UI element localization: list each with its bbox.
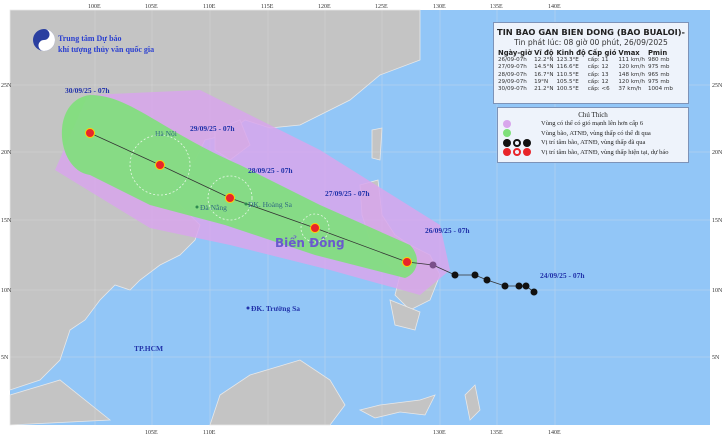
lat-tick: 20N (712, 150, 722, 156)
place-ha-noi: Hà Nội (155, 129, 177, 138)
past-storm-icon (530, 288, 538, 296)
purple-circle-icon (503, 119, 511, 128)
low-icon (523, 148, 531, 157)
forecast-storm-icon (155, 160, 165, 170)
legend-item: Vùng bão, ATNĐ, vùng thấp có thể đi qua (498, 129, 688, 139)
lon-tick: 135E (490, 430, 503, 436)
place-da-nang: Đà Nẵng (200, 203, 227, 212)
lon-tick: 115E (261, 4, 274, 10)
past-storm-icon (471, 271, 479, 279)
place-hoang-sa: ĐK. Hoàng Sa (248, 200, 293, 209)
lat-tick: 25N (1, 83, 12, 89)
lon-tick: 135E (490, 4, 503, 10)
table-row: 30/09-07h 21.2°N 100.5°E cấp: <6 37 km/h 1004… (498, 86, 673, 93)
table-row: 27/09-07h 14.5°N 116.6°E cấp: 12 120 km/h 975… (498, 64, 670, 71)
sea-label: Biển Đông (275, 235, 345, 250)
past-storm-icon (522, 282, 530, 290)
lat-tick: 15N (712, 218, 722, 224)
current-storm-icon (402, 257, 412, 267)
table-row: 26/09-07h 12.2°N 123.3°E cấp: 11 111 km/h 980… (498, 57, 670, 63)
depression-icon (513, 148, 521, 157)
lat-tick: 25N (712, 83, 722, 89)
time-label: 28/09/25 - 07h (248, 166, 293, 175)
bulletin-box: TIN BAO GAN BIEN DONG (BAO BUALOI)- Tin … (493, 22, 689, 104)
time-label: 26/09/25 - 07h (425, 226, 470, 235)
storm-icon (503, 138, 511, 147)
storm-icon (503, 148, 511, 157)
lon-tick: 130E (433, 4, 446, 10)
lat-tick: 20N (1, 150, 12, 156)
legend-box: Chú Thích Vùng có thể có gió mạnh lên hơ… (497, 107, 689, 163)
table-row: 29/09-07h 19°N 105.5°E cấp: 12 120 km/h 975 m… (498, 78, 670, 85)
forecast-storm-icon (310, 223, 320, 233)
legend-item: Vùng có thể có gió mạnh lên hơn cấp 6 (498, 119, 688, 129)
table-row: 28/09-07h 16.7°N 110.5°E cấp: 13 148 km/h 965… (498, 71, 670, 78)
lon-tick: 110E (203, 430, 216, 436)
forecast-low-icon (85, 128, 95, 138)
lon-tick: 110E (203, 4, 216, 10)
lon-tick: 105E (145, 430, 158, 436)
agency-logo (33, 29, 55, 51)
time-label: 30/09/25 - 07h (65, 86, 110, 95)
bulletin-title: TIN BAO GAN BIEN DONG (BAO BUALOI)- (497, 27, 685, 37)
lat-tick: 5N (712, 355, 720, 361)
legend-title: Chú Thích (578, 111, 608, 119)
place-tphcm: TP.HCM (134, 344, 163, 353)
bulletin-issued: Tin phát lúc: 08 giờ 00 phút, 26/09/2025 (514, 38, 668, 47)
past-positions (429, 261, 538, 296)
lon-tick: 140E (548, 430, 561, 436)
legend-item: Vị trí tâm bão, ATNĐ, vùng thấp hiện tại… (498, 148, 688, 158)
place-truong-sa: ĐK. Trường Sa (251, 304, 300, 313)
legend-item: Vị trí tâm bão, ATNĐ, vùng thấp đã qua (498, 138, 688, 148)
lat-tick: 10N (1, 288, 12, 294)
lon-tick: 140E (548, 4, 561, 10)
past-storm-icon (515, 282, 523, 290)
lon-tick: 105E (145, 4, 158, 10)
time-label: 27/09/25 - 07h (325, 189, 370, 198)
forecast-table: Ngày-giờ Vĩ độ Kinh độ Cấp gió Vmax Pmin 26/0… (498, 49, 676, 93)
lon-tick: 100E (88, 4, 101, 10)
green-circle-icon (503, 129, 511, 138)
lat-tick: 15N (1, 218, 12, 224)
past-storm-icon (501, 282, 509, 290)
time-label: 29/09/25 - 07h (190, 124, 235, 133)
lat-tick: 10N (712, 288, 722, 294)
past-storm-icon (451, 271, 459, 279)
past-storm-icon (429, 261, 437, 269)
forecast-positions (85, 128, 412, 267)
depression-icon (513, 138, 521, 147)
low-icon (523, 138, 531, 147)
lon-tick: 120E (318, 4, 331, 10)
past-storm-icon (483, 276, 491, 284)
time-label: 24/09/25 - 07h (540, 271, 585, 280)
lon-tick: 130E (433, 430, 446, 436)
lat-tick: 5N (1, 355, 9, 361)
forecast-storm-icon (225, 193, 235, 203)
lon-tick: 125E (375, 4, 388, 10)
agency-name: Trung tâm Dự báo khí tượng thủy văn quốc… (58, 34, 155, 54)
